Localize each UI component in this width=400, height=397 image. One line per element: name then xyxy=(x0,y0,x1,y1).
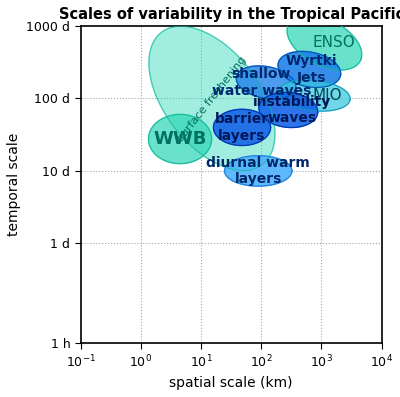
Title: Scales of variability in the Tropical Pacific: Scales of variability in the Tropical Pa… xyxy=(58,7,400,22)
Polygon shape xyxy=(236,66,296,99)
Polygon shape xyxy=(224,156,292,186)
Text: shallow
water waves: shallow water waves xyxy=(212,67,311,98)
Text: diurnal warm
layers: diurnal warm layers xyxy=(206,156,310,186)
Polygon shape xyxy=(287,15,362,70)
Text: Wyrtki
Jets: Wyrtki Jets xyxy=(286,54,338,85)
Polygon shape xyxy=(278,80,350,111)
Polygon shape xyxy=(149,26,275,171)
Polygon shape xyxy=(214,109,270,146)
Y-axis label: temporal scale: temporal scale xyxy=(7,133,21,236)
Text: instability
waves: instability waves xyxy=(253,95,331,125)
Text: ENSO: ENSO xyxy=(312,35,355,50)
Polygon shape xyxy=(148,114,212,164)
Text: WWB: WWB xyxy=(153,130,207,148)
Polygon shape xyxy=(278,51,341,87)
Text: surface freshening: surface freshening xyxy=(176,54,248,143)
X-axis label: spatial scale (km): spatial scale (km) xyxy=(170,376,293,390)
Text: MJO: MJO xyxy=(313,88,342,103)
Polygon shape xyxy=(259,93,318,127)
Text: barrier
layers: barrier layers xyxy=(215,112,269,143)
